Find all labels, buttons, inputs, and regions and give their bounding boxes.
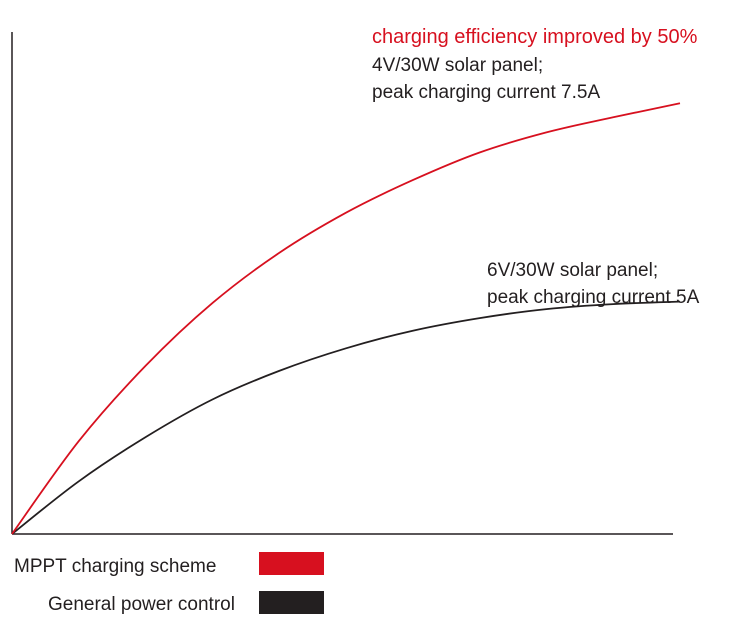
legend-swatch-general: [259, 591, 324, 614]
general-current-annotation: peak charging current 5A: [487, 287, 700, 308]
general-panel-annotation: 6V/30W solar panel;: [487, 260, 658, 281]
general-power-control-line: [11, 300, 681, 535]
legend-swatch-mppt: [259, 552, 324, 575]
legend-label-general: General power control: [48, 594, 235, 615]
mppt-current-annotation: peak charging current 7.5A: [372, 82, 600, 103]
mppt-panel-annotation: 4V/30W solar panel;: [372, 55, 543, 76]
legend-label-mppt: MPPT charging scheme: [14, 556, 216, 577]
mppt-charging-line: [11, 102, 681, 535]
improvement-annotation: charging efficiency improved by 50%: [372, 26, 698, 48]
